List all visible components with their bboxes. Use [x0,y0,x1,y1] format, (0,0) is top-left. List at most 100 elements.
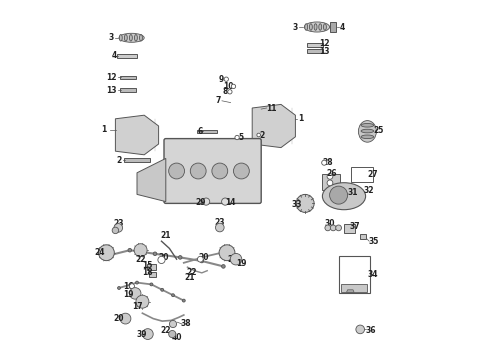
Text: 1: 1 [298,114,303,123]
Text: 11: 11 [266,104,276,113]
Ellipse shape [140,35,143,41]
Text: 36: 36 [366,326,376,335]
Text: 22: 22 [187,269,197,277]
Text: 23: 23 [215,217,225,227]
Circle shape [257,133,261,137]
Text: 14: 14 [225,198,236,207]
Bar [360,234,367,239]
Ellipse shape [323,24,326,30]
Text: 40: 40 [172,333,182,342]
Text: 10: 10 [223,82,234,91]
Circle shape [169,330,176,338]
Polygon shape [252,104,295,148]
Text: 8: 8 [222,87,228,96]
Circle shape [221,265,225,268]
Ellipse shape [120,35,122,41]
Text: 13: 13 [319,47,329,56]
Ellipse shape [314,24,317,30]
Text: 9: 9 [219,75,224,84]
Text: 3: 3 [293,23,298,32]
Bar [307,43,323,47]
Ellipse shape [361,129,374,133]
Circle shape [356,325,365,334]
Ellipse shape [361,123,374,127]
Polygon shape [137,158,166,202]
Circle shape [202,198,210,205]
Text: 7: 7 [215,96,221,105]
Text: 6: 6 [197,127,203,136]
Bar [322,174,341,190]
Text: 1: 1 [101,125,106,134]
Circle shape [221,198,229,205]
Text: 3: 3 [108,33,114,42]
Ellipse shape [358,121,376,142]
Text: 17: 17 [132,302,142,311]
Circle shape [178,256,182,259]
Text: 12: 12 [106,73,117,82]
Circle shape [233,163,249,179]
Text: 21: 21 [184,274,195,282]
Ellipse shape [319,24,321,30]
Text: 2: 2 [260,131,265,140]
Text: 33: 33 [291,199,302,209]
Bar [148,272,156,277]
Circle shape [172,294,174,297]
Circle shape [228,90,232,94]
Circle shape [212,163,228,179]
Text: 15: 15 [142,261,152,270]
Text: 18: 18 [143,268,153,277]
Text: 26: 26 [326,169,337,178]
Bar [351,167,373,182]
Circle shape [327,180,333,186]
Circle shape [129,288,141,299]
Circle shape [134,244,147,257]
FancyBboxPatch shape [164,139,261,203]
Text: 30: 30 [324,220,335,229]
Text: 2: 2 [117,156,122,165]
Text: 29: 29 [196,198,206,207]
Text: 13: 13 [106,86,117,95]
Ellipse shape [134,35,137,41]
Ellipse shape [119,33,144,42]
Text: 19: 19 [236,259,246,268]
Circle shape [216,223,224,232]
Circle shape [143,329,153,339]
Polygon shape [346,290,354,292]
Circle shape [128,248,132,252]
Text: 20: 20 [198,253,208,262]
Ellipse shape [361,135,374,139]
Circle shape [150,283,153,286]
Text: 20: 20 [114,314,124,323]
Circle shape [190,163,206,179]
Text: 24: 24 [227,255,238,264]
Ellipse shape [310,24,312,30]
Bar [307,49,323,53]
Text: 39: 39 [136,330,147,338]
Text: 23: 23 [113,219,123,228]
Text: 25: 25 [373,126,383,135]
Text: 31: 31 [348,188,358,197]
Circle shape [153,252,157,256]
Text: 4: 4 [340,23,345,32]
Circle shape [336,225,342,231]
Text: 22: 22 [135,255,146,264]
Bar [344,224,355,233]
Circle shape [330,186,347,204]
Circle shape [136,281,139,284]
Text: 20: 20 [159,253,169,262]
Polygon shape [342,284,368,292]
Circle shape [230,253,242,265]
Circle shape [235,135,239,140]
Text: 28: 28 [322,158,333,167]
Circle shape [231,84,236,89]
Ellipse shape [304,22,330,32]
Circle shape [161,288,164,291]
Text: 27: 27 [368,170,378,179]
Circle shape [112,227,119,234]
Text: 16: 16 [123,282,133,291]
Circle shape [182,299,185,302]
Bar [124,158,149,162]
Circle shape [98,245,114,261]
Bar [339,256,370,293]
Bar [117,54,137,58]
